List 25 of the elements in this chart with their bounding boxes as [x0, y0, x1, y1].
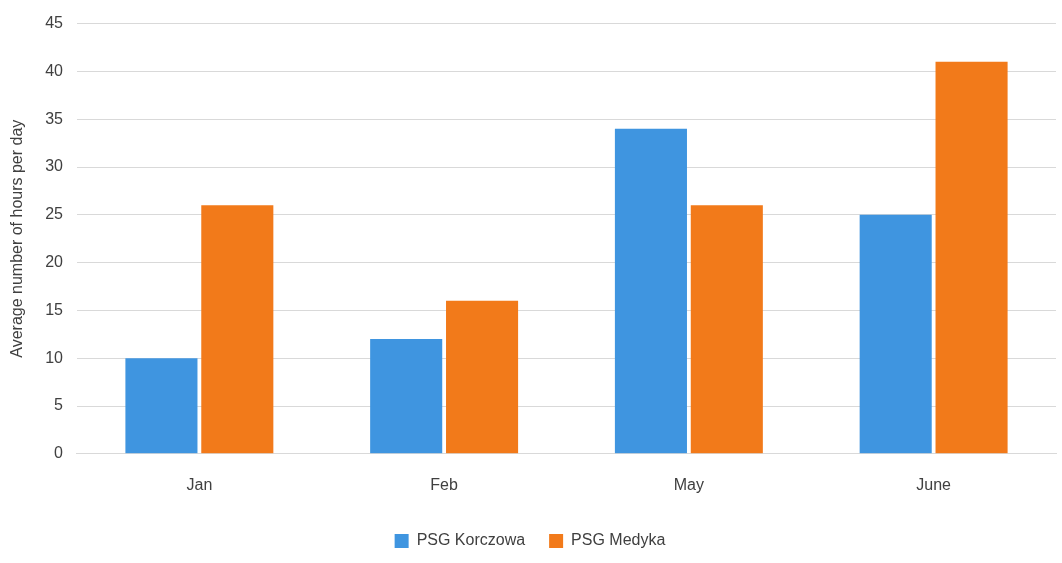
y-tick-label: 30 — [45, 157, 64, 175]
bar — [446, 300, 519, 454]
y-tick-label: 15 — [45, 300, 64, 318]
bar — [201, 205, 274, 454]
bar — [125, 358, 198, 454]
legend-label: PSG Medyka — [571, 531, 666, 549]
legend-label: PSG Korczowa — [416, 531, 526, 549]
bar — [690, 205, 763, 454]
y-tick-label: 35 — [45, 109, 64, 127]
bar — [935, 61, 1008, 454]
y-tick-label: 45 — [45, 14, 64, 32]
bar — [370, 339, 443, 454]
x-tick-label: Feb — [430, 475, 459, 493]
y-tick-label: 10 — [45, 348, 64, 366]
y-tick-label: 25 — [45, 205, 64, 223]
bar — [859, 214, 932, 454]
x-tick-label: June — [916, 475, 952, 493]
bar — [614, 128, 687, 454]
x-tick-label: May — [673, 475, 704, 493]
y-tick-label: 20 — [45, 253, 64, 271]
x-tick-label: Jan — [186, 475, 213, 493]
y-tick-label: 0 — [54, 444, 64, 462]
y-axis-title: Average number of hours per day — [8, 119, 26, 358]
y-tick-label: 40 — [45, 61, 64, 79]
y-tick-label: 5 — [54, 396, 64, 414]
